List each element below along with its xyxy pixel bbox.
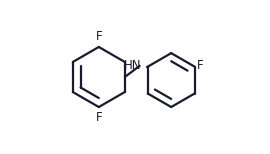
- Text: HN: HN: [123, 59, 141, 72]
- Text: F: F: [96, 111, 102, 124]
- Text: F: F: [96, 30, 102, 43]
- Text: F: F: [197, 59, 204, 72]
